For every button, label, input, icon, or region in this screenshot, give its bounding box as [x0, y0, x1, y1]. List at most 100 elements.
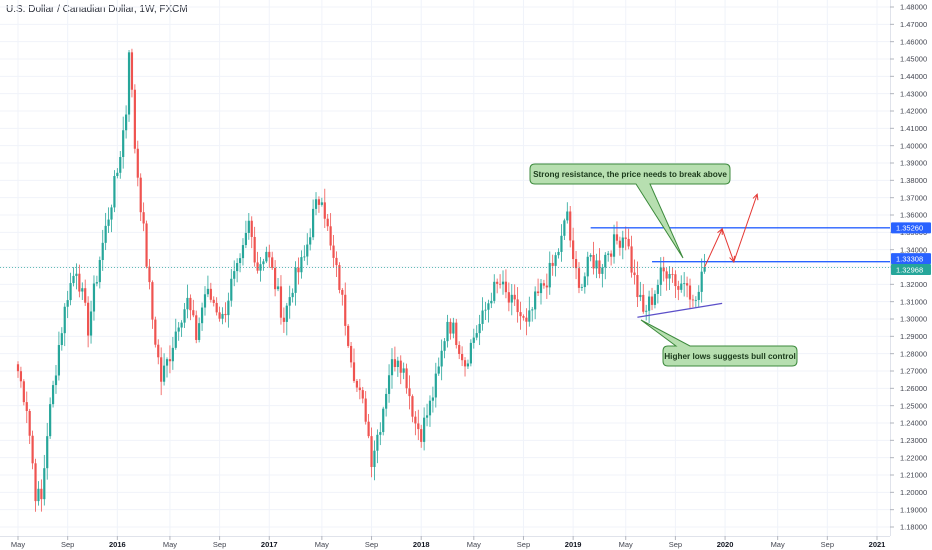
candle-down [253, 236, 256, 263]
x-tick-label: May [619, 540, 633, 549]
candle-down [364, 398, 367, 422]
candle-up [604, 254, 607, 268]
candle-up [101, 242, 104, 261]
drawings [0, 193, 890, 318]
candle-down [151, 282, 154, 320]
candle-up [43, 468, 46, 500]
candle-up [396, 360, 399, 368]
y-tick-label: 1.27000 [900, 367, 927, 376]
candle-up [63, 306, 66, 334]
candle-down [130, 52, 134, 90]
candle-up [554, 255, 557, 266]
candle-up [198, 323, 201, 340]
candle-up [72, 275, 75, 284]
candle-up [116, 172, 119, 177]
y-tick-label: 1.32000 [900, 280, 927, 289]
candle-down [157, 344, 160, 358]
candle-down [522, 316, 525, 318]
candle-up [528, 310, 531, 322]
x-tick-label: Sep [821, 540, 834, 549]
candle-down [209, 288, 212, 300]
candle-down [282, 317, 285, 322]
candle-down [189, 297, 192, 311]
candle-up [387, 375, 391, 394]
projection-arrowhead [729, 255, 735, 263]
x-tick-label: 2016 [109, 540, 126, 549]
x-tick-label: 2019 [565, 540, 582, 549]
candle-up [376, 434, 379, 451]
y-tick-label: 1.48000 [900, 3, 927, 12]
price-tag-label: 1.35260 [896, 224, 923, 233]
candle-up [586, 256, 589, 277]
candle-down [256, 262, 259, 271]
candle-up [607, 253, 610, 255]
candle-down [677, 286, 680, 290]
candle-down [551, 262, 554, 266]
higher-lows-callout[interactable]: Higher lows suggests bull control [640, 319, 798, 367]
candle-up [656, 284, 659, 294]
candle-down [615, 234, 619, 241]
candle-up [653, 293, 657, 305]
candle-up [487, 303, 490, 310]
time-axis[interactable]: May Sep 2016 May Sep 2017 May Sep 2018 May Sep 2019… [0, 536, 890, 549]
support-trendline[interactable] [637, 302, 723, 318]
candle-up [583, 276, 586, 288]
candle-down [671, 274, 674, 275]
candle-up [127, 52, 131, 115]
projection-path[interactable] [704, 194, 758, 268]
candle-down [598, 260, 601, 274]
candle-down [414, 416, 417, 424]
candle-down [355, 380, 359, 388]
candle-up [75, 273, 78, 276]
candle-up [186, 297, 189, 310]
candle-down [212, 299, 215, 303]
candle-up [440, 350, 443, 367]
candle-down [577, 268, 581, 288]
resistance-callout[interactable]: Strong resistance, the price needs to br… [529, 163, 731, 259]
candle-down [349, 345, 353, 363]
candle-up [683, 283, 686, 285]
candle-down [513, 294, 516, 300]
candle-up [557, 251, 560, 256]
candle-up [493, 281, 496, 301]
candle-down [139, 177, 142, 213]
candle-down [498, 283, 502, 285]
y-tick-label: 1.23000 [900, 436, 927, 445]
candle-up [382, 408, 385, 433]
candle-down [136, 148, 139, 178]
candle-down [34, 463, 37, 502]
candle-down [572, 240, 575, 260]
candle-up [46, 436, 49, 469]
y-tick-label: 1.40000 [900, 141, 927, 150]
candle-down [496, 281, 499, 284]
candle-up [203, 294, 207, 308]
y-tick-label: 1.26000 [900, 384, 927, 393]
candle-up [69, 283, 72, 301]
candle-down [268, 251, 271, 258]
candle-up [49, 404, 52, 437]
candle-down [335, 257, 338, 266]
candle-up [469, 342, 472, 364]
candle-down [195, 315, 198, 340]
candle-down [455, 322, 458, 346]
candle-up [659, 267, 662, 285]
candle-up [589, 255, 592, 257]
candle-up [236, 263, 239, 272]
candle-up [434, 373, 437, 398]
y-tick-label: 1.29000 [900, 332, 927, 341]
higher-lows-callout-box [640, 319, 798, 367]
candle-down [650, 296, 654, 305]
candle-down [504, 281, 508, 293]
candle-down [642, 294, 645, 312]
candle-down [274, 267, 277, 290]
y-tick-label: 1.43000 [900, 89, 927, 98]
candle-down [636, 275, 639, 298]
y-tick-label: 1.19000 [900, 505, 927, 514]
x-tick-label: Sep [61, 540, 74, 549]
candle-up [54, 375, 58, 386]
candle-up [89, 311, 93, 336]
price-tag [891, 264, 931, 276]
candle-up [534, 291, 537, 310]
candle-up [183, 309, 186, 323]
